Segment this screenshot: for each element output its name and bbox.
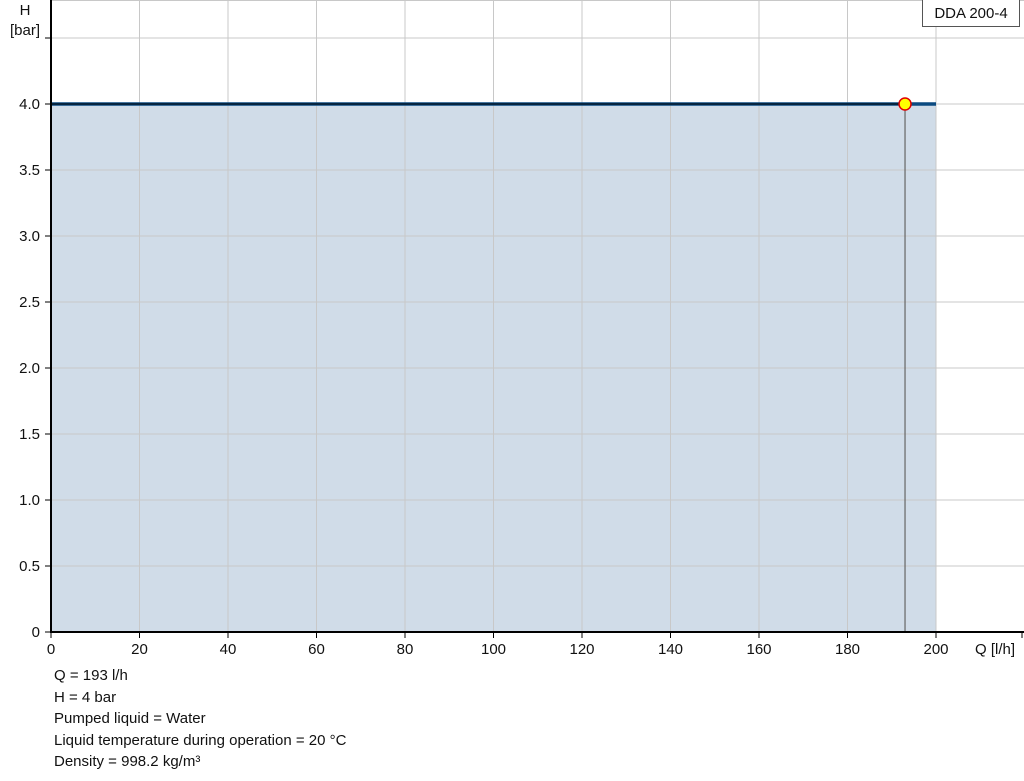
- legend-box: DDA 200-4: [922, 0, 1020, 27]
- y-tick-label: 4.0: [19, 96, 40, 113]
- x-tick-label: 20: [131, 641, 148, 658]
- info-flow: Q = 193 l/h: [54, 667, 128, 684]
- x-tick-label: 160: [746, 641, 771, 658]
- y-axis-label: H: [20, 2, 31, 19]
- x-tick-label: 60: [308, 641, 325, 658]
- x-tick-label: 140: [658, 641, 683, 658]
- y-tick-label: 3.0: [19, 228, 40, 245]
- x-tick-label: 180: [835, 641, 860, 658]
- y-tick-label: 1.0: [19, 492, 40, 509]
- y-tick-label: 0: [32, 624, 40, 641]
- x-tick-label: 120: [569, 641, 594, 658]
- y-tick-label: 1.5: [19, 426, 40, 443]
- y-tick-label: 0.5: [19, 558, 40, 575]
- operating-point-marker: [898, 97, 912, 111]
- x-tick-label: 200: [923, 641, 948, 658]
- y-tick-label: 2.0: [19, 360, 40, 377]
- operating-info: Q = 193 l/h H = 4 bar Pumped liquid = Wa…: [54, 665, 346, 773]
- x-axis-label: Q [l/h]: [975, 641, 1015, 658]
- info-head: H = 4 bar: [54, 688, 117, 706]
- info-liquid: Pumped liquid = Water: [54, 710, 206, 727]
- x-tick-label: 0: [47, 641, 55, 658]
- info-temperature: Liquid temperature during operation = 20…: [54, 731, 347, 749]
- legend-label: DDA 200-4: [934, 5, 1008, 22]
- y-tick-label: 3.5: [19, 162, 40, 179]
- y-tick-label: 2.5: [19, 294, 40, 311]
- x-tick-label: 40: [220, 641, 237, 658]
- info-density: Density = 998.2 kg/m³: [54, 753, 201, 770]
- x-tick-label: 80: [397, 641, 414, 658]
- x-tick-label: 100: [481, 641, 506, 658]
- y-axis-unit: [bar]: [10, 22, 40, 39]
